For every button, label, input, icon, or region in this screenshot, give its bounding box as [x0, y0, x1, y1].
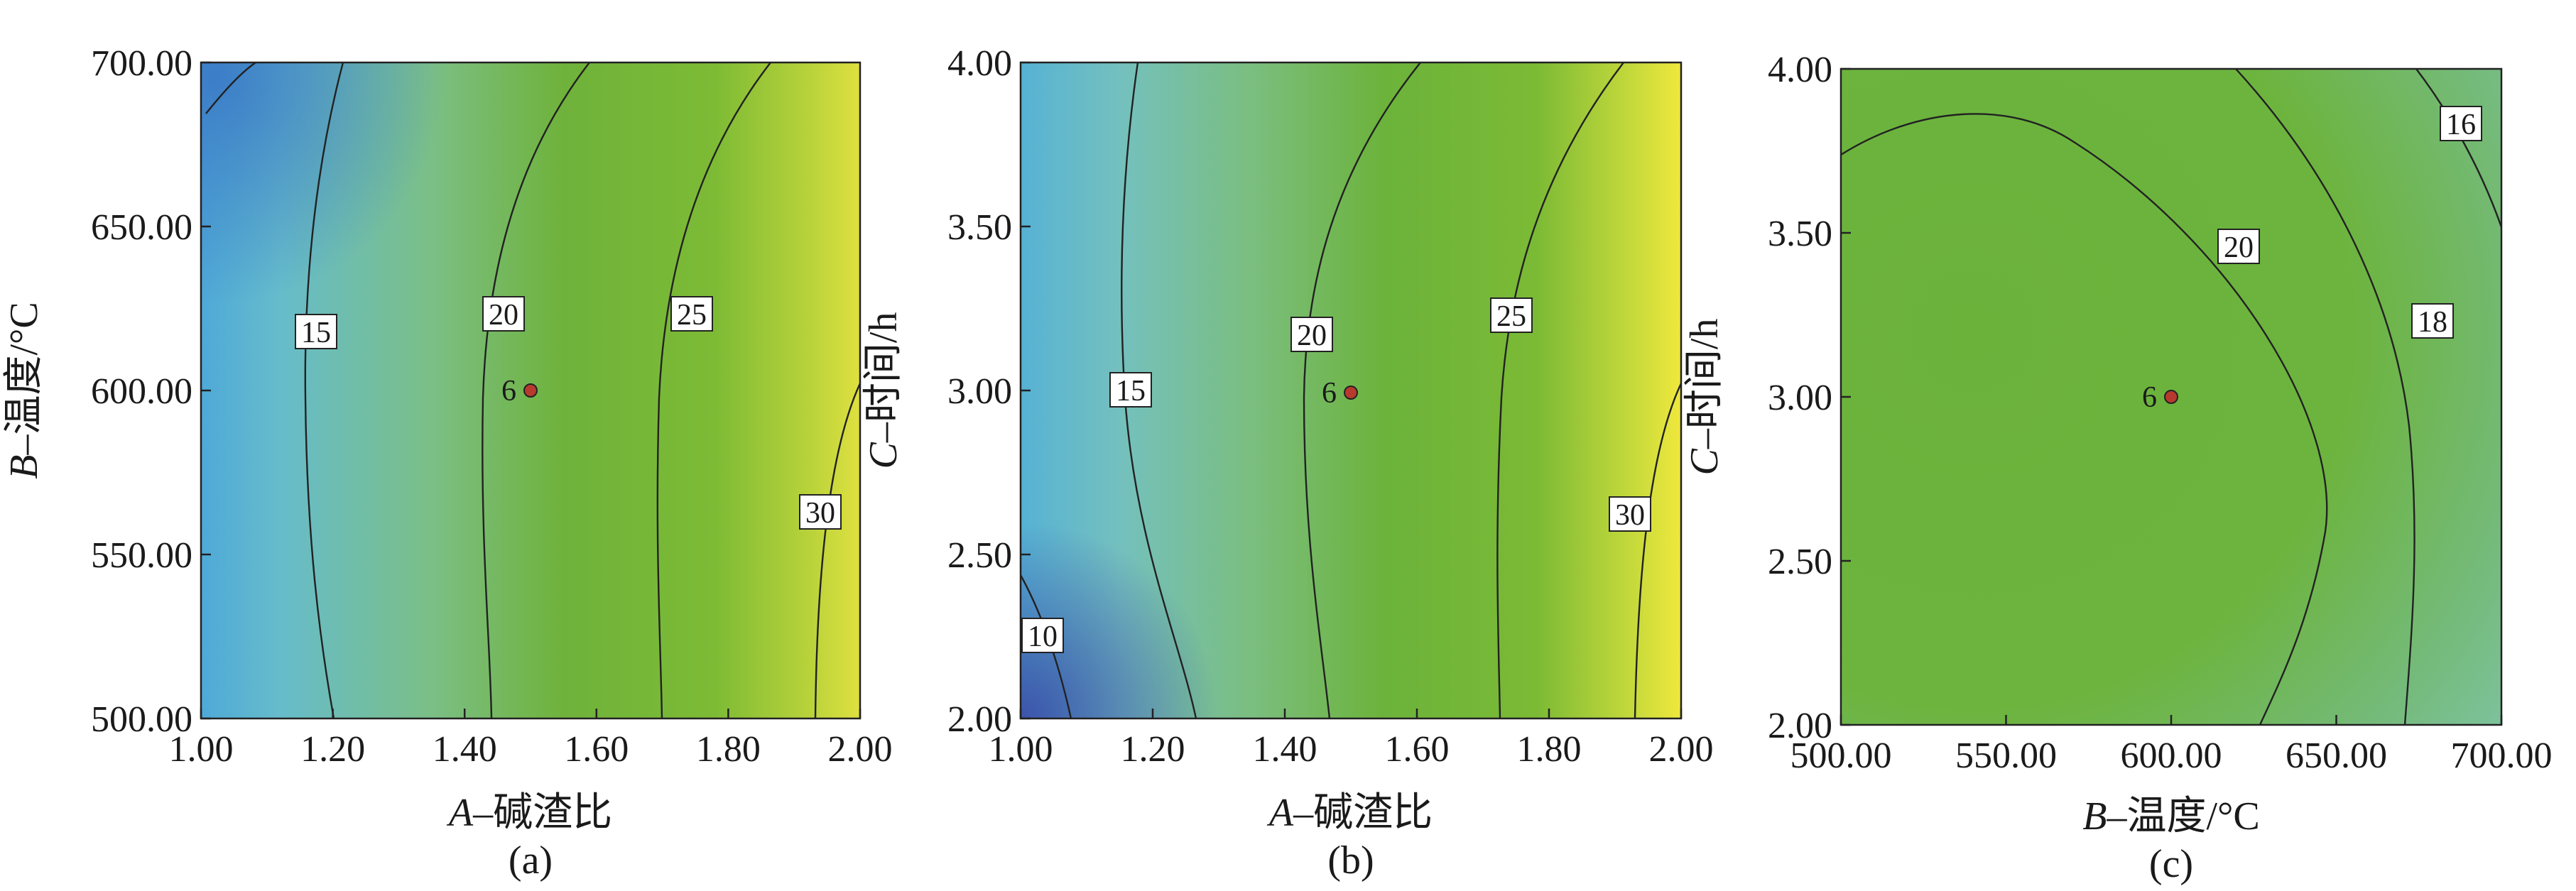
panel-a-x-label: A–碱渣比	[446, 791, 612, 835]
panel-b-x-tick-label: 1.20	[1121, 729, 1185, 770]
panel-a-caption: (a)	[509, 838, 553, 882]
panel-b-y-tick-label: 3.00	[947, 371, 1012, 412]
panel-a: 1.00 1.20 1.40 1.60 1.80 2.00 500.00 550.00 600…	[2, 43, 893, 882]
panel-b-contour-25	[1496, 62, 1624, 719]
svg-text:10: 10	[1028, 621, 1058, 653]
panel-a-contour-label-30: 30	[799, 494, 842, 530]
panel-b-x-tick-label: 1.00	[989, 729, 1053, 770]
panel-c-y-axis: 2.00 2.50 3.00 3.50 4.00	[1768, 50, 1851, 746]
panel-a-x-tick-label: 1.20	[300, 729, 365, 770]
panel-c-contour-label-16: 16	[2440, 106, 2482, 141]
panel-b-x-tick-label: 1.40	[1253, 729, 1317, 770]
panel-b-y-tick-label: 3.50	[947, 207, 1012, 248]
panel-c-design-point	[2164, 390, 2178, 404]
panel-c-x-tick-label: 700.00	[2451, 736, 2553, 776]
panel-a-design-point	[523, 383, 538, 398]
panel-a-x-tick-label: 1.40	[433, 729, 497, 770]
panel-a-contour-label-20: 20	[482, 296, 525, 332]
panel-c-design-point-label: 6	[2142, 381, 2157, 414]
svg-text:15: 15	[1116, 375, 1146, 408]
panel-c-caption: (c)	[2149, 842, 2193, 886]
panel-c-contour-16	[2415, 68, 2503, 228]
panel-a-x-axis: 1.00 1.20 1.40 1.60 1.80 2.00	[169, 709, 893, 770]
panel-c-y-tick-label: 2.50	[1768, 542, 1832, 582]
panel-c-y-tick-label: 4.00	[1768, 50, 1832, 90]
panel-b: 1.00 1.20 1.40 1.60 1.80 2.00 2.00 2.50 3.00 3.5…	[862, 43, 1714, 882]
panel-c-contour-label-20: 20	[2217, 229, 2260, 264]
panel-a-y-tick-label: 650.00	[91, 207, 192, 248]
panel-a-y-tick-label: 600.00	[91, 371, 192, 412]
panel-b-contour-label-15: 15	[1109, 372, 1152, 408]
panel-b-contour-20	[1303, 62, 1421, 719]
panel-c-contour-label-18: 18	[2411, 303, 2454, 339]
panel-c-x-label: B–温度/°C	[2082, 794, 2260, 838]
panel-a-contour-15	[205, 62, 256, 114]
panel-b-y-label: C–时间/h	[862, 312, 906, 469]
panel-b-contour-label-25: 25	[1490, 297, 1533, 333]
panel-b-x-tick-label: 2.00	[1649, 729, 1714, 770]
panel-a-x-tick-label: 1.80	[696, 729, 761, 770]
panel-c-y-tick-label: 3.00	[1768, 378, 1832, 418]
panel-c-x-tick-label: 600.00	[2121, 736, 2222, 776]
panel-a-y-label: B–温度/°C	[2, 302, 46, 479]
panel-c-x-tick-label: 550.00	[1955, 736, 2057, 776]
panel-b-contour-label-30: 30	[1609, 496, 1651, 532]
svg-text:18: 18	[2418, 306, 2447, 339]
panel-c-contour-18	[2235, 68, 2415, 726]
panel-b-y-tick-label: 4.00	[947, 43, 1012, 84]
panel-b-y-axis: 2.00 2.50 3.00 3.50 4.00	[947, 43, 1031, 740]
svg-text:20: 20	[1297, 319, 1327, 352]
panel-a-x-tick-label: 1.60	[564, 729, 629, 770]
panel-a-y-tick-label: 700.00	[91, 43, 192, 84]
panel-b-y-tick-label: 2.50	[947, 535, 1012, 576]
panel-b-x-tick-label: 1.60	[1385, 729, 1450, 770]
panel-c-x-tick-label: 650.00	[2286, 736, 2387, 776]
panel-c-y-tick-label: 2.00	[1768, 706, 1832, 746]
panel-c-contour-20	[1840, 113, 2328, 726]
panel-b-design-point-label: 6	[1322, 377, 1337, 410]
svg-text:20: 20	[2224, 231, 2254, 264]
panel-a-y-axis: 500.00 550.00 600.00 650.00 700.00	[91, 43, 211, 740]
panel-c-x-axis: 500.00 550.00 600.00 650.00 700.00	[1790, 715, 2553, 776]
panel-a-x-tick-label: 2.00	[828, 729, 893, 770]
svg-text:16: 16	[2446, 109, 2476, 141]
panel-a-y-tick-label: 550.00	[91, 535, 192, 576]
svg-text:15: 15	[301, 317, 331, 349]
panel-b-design-point	[1344, 386, 1358, 400]
panel-a-contour-label-25: 25	[670, 296, 713, 332]
svg-text:30: 30	[1615, 499, 1645, 532]
panel-c-y-label: C–时间/h	[1683, 319, 1727, 476]
panel-a-contour-25	[656, 62, 771, 719]
panel-b-x-axis: 1.00 1.20 1.40 1.60 1.80 2.00	[989, 709, 1714, 770]
svg-text:30: 30	[805, 497, 835, 530]
panel-b-contour-label-10: 10	[1021, 618, 1064, 653]
panel-a-x-tick-label: 1.00	[169, 729, 234, 770]
panel-c: 500.00 550.00 600.00 650.00 700.00 2.00 2.50 3…	[1683, 50, 2553, 886]
panel-b-x-label: A–碱渣比	[1266, 791, 1433, 835]
panel-a-contour-label-15: 15	[295, 314, 337, 349]
panel-b-contour-label-20: 20	[1290, 317, 1333, 352]
svg-text:25: 25	[677, 299, 707, 332]
panel-c-x-tick-label: 500.00	[1790, 736, 1892, 776]
svg-text:20: 20	[489, 299, 518, 332]
panel-c-y-tick-label: 3.50	[1768, 214, 1832, 254]
panel-b-y-tick-label: 2.00	[947, 699, 1012, 740]
svg-text:25: 25	[1496, 300, 1526, 333]
panel-a-y-tick-label: 500.00	[91, 699, 192, 740]
panel-a-design-point-label: 6	[501, 375, 516, 408]
panel-b-caption: (b)	[1327, 838, 1374, 882]
panel-a-contour-20	[482, 62, 590, 719]
panel-b-x-tick-label: 1.80	[1517, 729, 1582, 770]
panel-a-contour-15b	[304, 62, 344, 719]
